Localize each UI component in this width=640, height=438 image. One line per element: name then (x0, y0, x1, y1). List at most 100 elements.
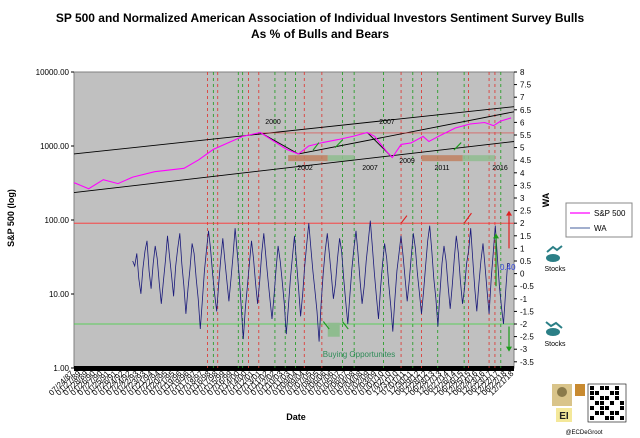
qr-code (587, 383, 627, 423)
legend: S&P 500 WA (565, 202, 633, 238)
credit-text: @ECDeGroot (565, 430, 602, 436)
signal-arrow (453, 142, 462, 151)
stocks-label-top: Stocks (544, 266, 566, 273)
qr-cell (615, 411, 619, 415)
y-right-tick-label: 7.5 (520, 81, 532, 90)
signal-arrow (334, 139, 343, 148)
label-2002: 2002 (297, 165, 313, 172)
range-box (462, 155, 495, 162)
y-right-tick-label: 6.5 (520, 106, 532, 115)
signal-arrow (463, 212, 472, 224)
y-right-tick-label: 5 (520, 144, 525, 153)
series-layer (73, 117, 512, 342)
qr-cell (615, 386, 619, 390)
y-left-tick-label: 1000.00 (40, 142, 69, 151)
chart-subtitle: As % of Bulls and Bears (251, 27, 389, 41)
signal-lines (74, 72, 514, 368)
label-2016: 2016 (492, 165, 508, 172)
x-axis-band (74, 366, 514, 371)
y-right-tick-label: 0.5 (520, 257, 532, 266)
y-right-tick-label: 6 (520, 118, 525, 127)
signal-arrow (341, 321, 349, 330)
trend-line (73, 106, 515, 155)
qr-cell (605, 406, 609, 410)
qr-cell (620, 416, 624, 420)
y-right-tick-label: -2 (520, 320, 528, 329)
y-right-tick-label: -1.5 (520, 307, 534, 316)
label-2000: 2000 (265, 119, 281, 126)
signal-arrow (322, 321, 330, 330)
qr-cell (620, 401, 624, 405)
y-right-tick-label: 3 (520, 194, 525, 203)
label-2007-top: 2007 (379, 119, 395, 126)
signal-arrows (312, 139, 512, 352)
qr-cell (615, 396, 619, 400)
y-right-tick-label: -2.5 (520, 333, 534, 342)
y-right-tick-label: -3 (520, 345, 528, 354)
qr-cell (605, 416, 609, 420)
y-axis-left-label: S&P 500 (log) (6, 189, 16, 247)
y-left-tick-label: 1.00 (53, 364, 69, 373)
buy-arrowhead-right (506, 346, 512, 352)
y-right-tick-label: 0 (520, 270, 525, 279)
y-right-tick-label: 4.5 (520, 156, 532, 165)
range-box (288, 155, 328, 162)
buying-range-box (327, 322, 340, 337)
y-right-tick-label: -3.5 (520, 358, 534, 367)
qr-cell (610, 416, 614, 420)
stocks-label-bottom: Stocks (544, 341, 566, 348)
y-axis-right: 8 7.5 7 6.5 6 5.5 5 4.5 4 3.5 3 2.5 2 1.5 1 0.5 0 -0.5 -1 -… (514, 68, 534, 367)
y-right-tick-label: 2.5 (520, 207, 532, 216)
trend-line (73, 141, 515, 193)
series-sp500-line (73, 117, 512, 190)
y-right-tick-label: 1 (520, 244, 525, 253)
buying-opportunities-label: Buying Opportunites (323, 350, 396, 359)
y-axis-left: 10000.00 1000.00 100.00 10.00 1.00 (36, 68, 74, 373)
y-axis-right-label: WA (541, 192, 551, 207)
qr-cell (615, 391, 619, 395)
qr-cell (590, 406, 594, 410)
qr-cell (595, 391, 599, 395)
qr-cell (620, 406, 624, 410)
label-2007-bottom: 2007 (362, 165, 378, 172)
y-left-tick-label: 10.00 (49, 290, 70, 299)
qr-cell (590, 416, 594, 420)
chart-title: SP 500 and Normalized American Associati… (56, 11, 585, 25)
y-right-tick-label: 3.5 (520, 181, 532, 190)
x-axis-label: Date (286, 412, 306, 422)
legend-label-wa: WA (594, 224, 607, 233)
qr-cell (600, 401, 604, 405)
range-box (421, 155, 463, 162)
qr-frame (587, 383, 627, 423)
qr-cell (610, 401, 614, 405)
qr-cell (600, 386, 604, 390)
qr-cell (600, 411, 604, 415)
y-right-tick-label: 2 (520, 219, 525, 228)
y-left-tick-label: 10000.00 (36, 68, 70, 77)
qr-cell (590, 386, 594, 390)
bull-arrowhead-right (493, 233, 499, 239)
qr-cell (595, 411, 599, 415)
bull-icon (546, 245, 563, 262)
range-box (327, 155, 355, 162)
signal-arrow (312, 142, 320, 151)
qr-cell (595, 401, 599, 405)
y-right-tick-label: -1 (520, 295, 528, 304)
qr-cell (590, 391, 594, 395)
label-2009: 2009 (399, 158, 415, 165)
y-right-tick-label: 1.5 (520, 232, 532, 241)
y-left-tick-label: 100.00 (45, 216, 70, 225)
y-right-tick-label: 7 (520, 93, 525, 102)
signal-arrow (400, 215, 408, 224)
qr-cell (610, 391, 614, 395)
label-2011: 2011 (434, 165, 449, 172)
qr-cell (605, 386, 609, 390)
sell-arrowhead-right (506, 210, 512, 216)
qr-cell (605, 396, 609, 400)
x-axis: 07/24/8701/27/8907/28/8901/26/9007/27/90… (47, 369, 516, 398)
qr-cell (610, 411, 614, 415)
y-right-tick-label: -0.5 (520, 282, 534, 291)
series-wa-line (132, 220, 510, 342)
plot-area (73, 71, 515, 369)
